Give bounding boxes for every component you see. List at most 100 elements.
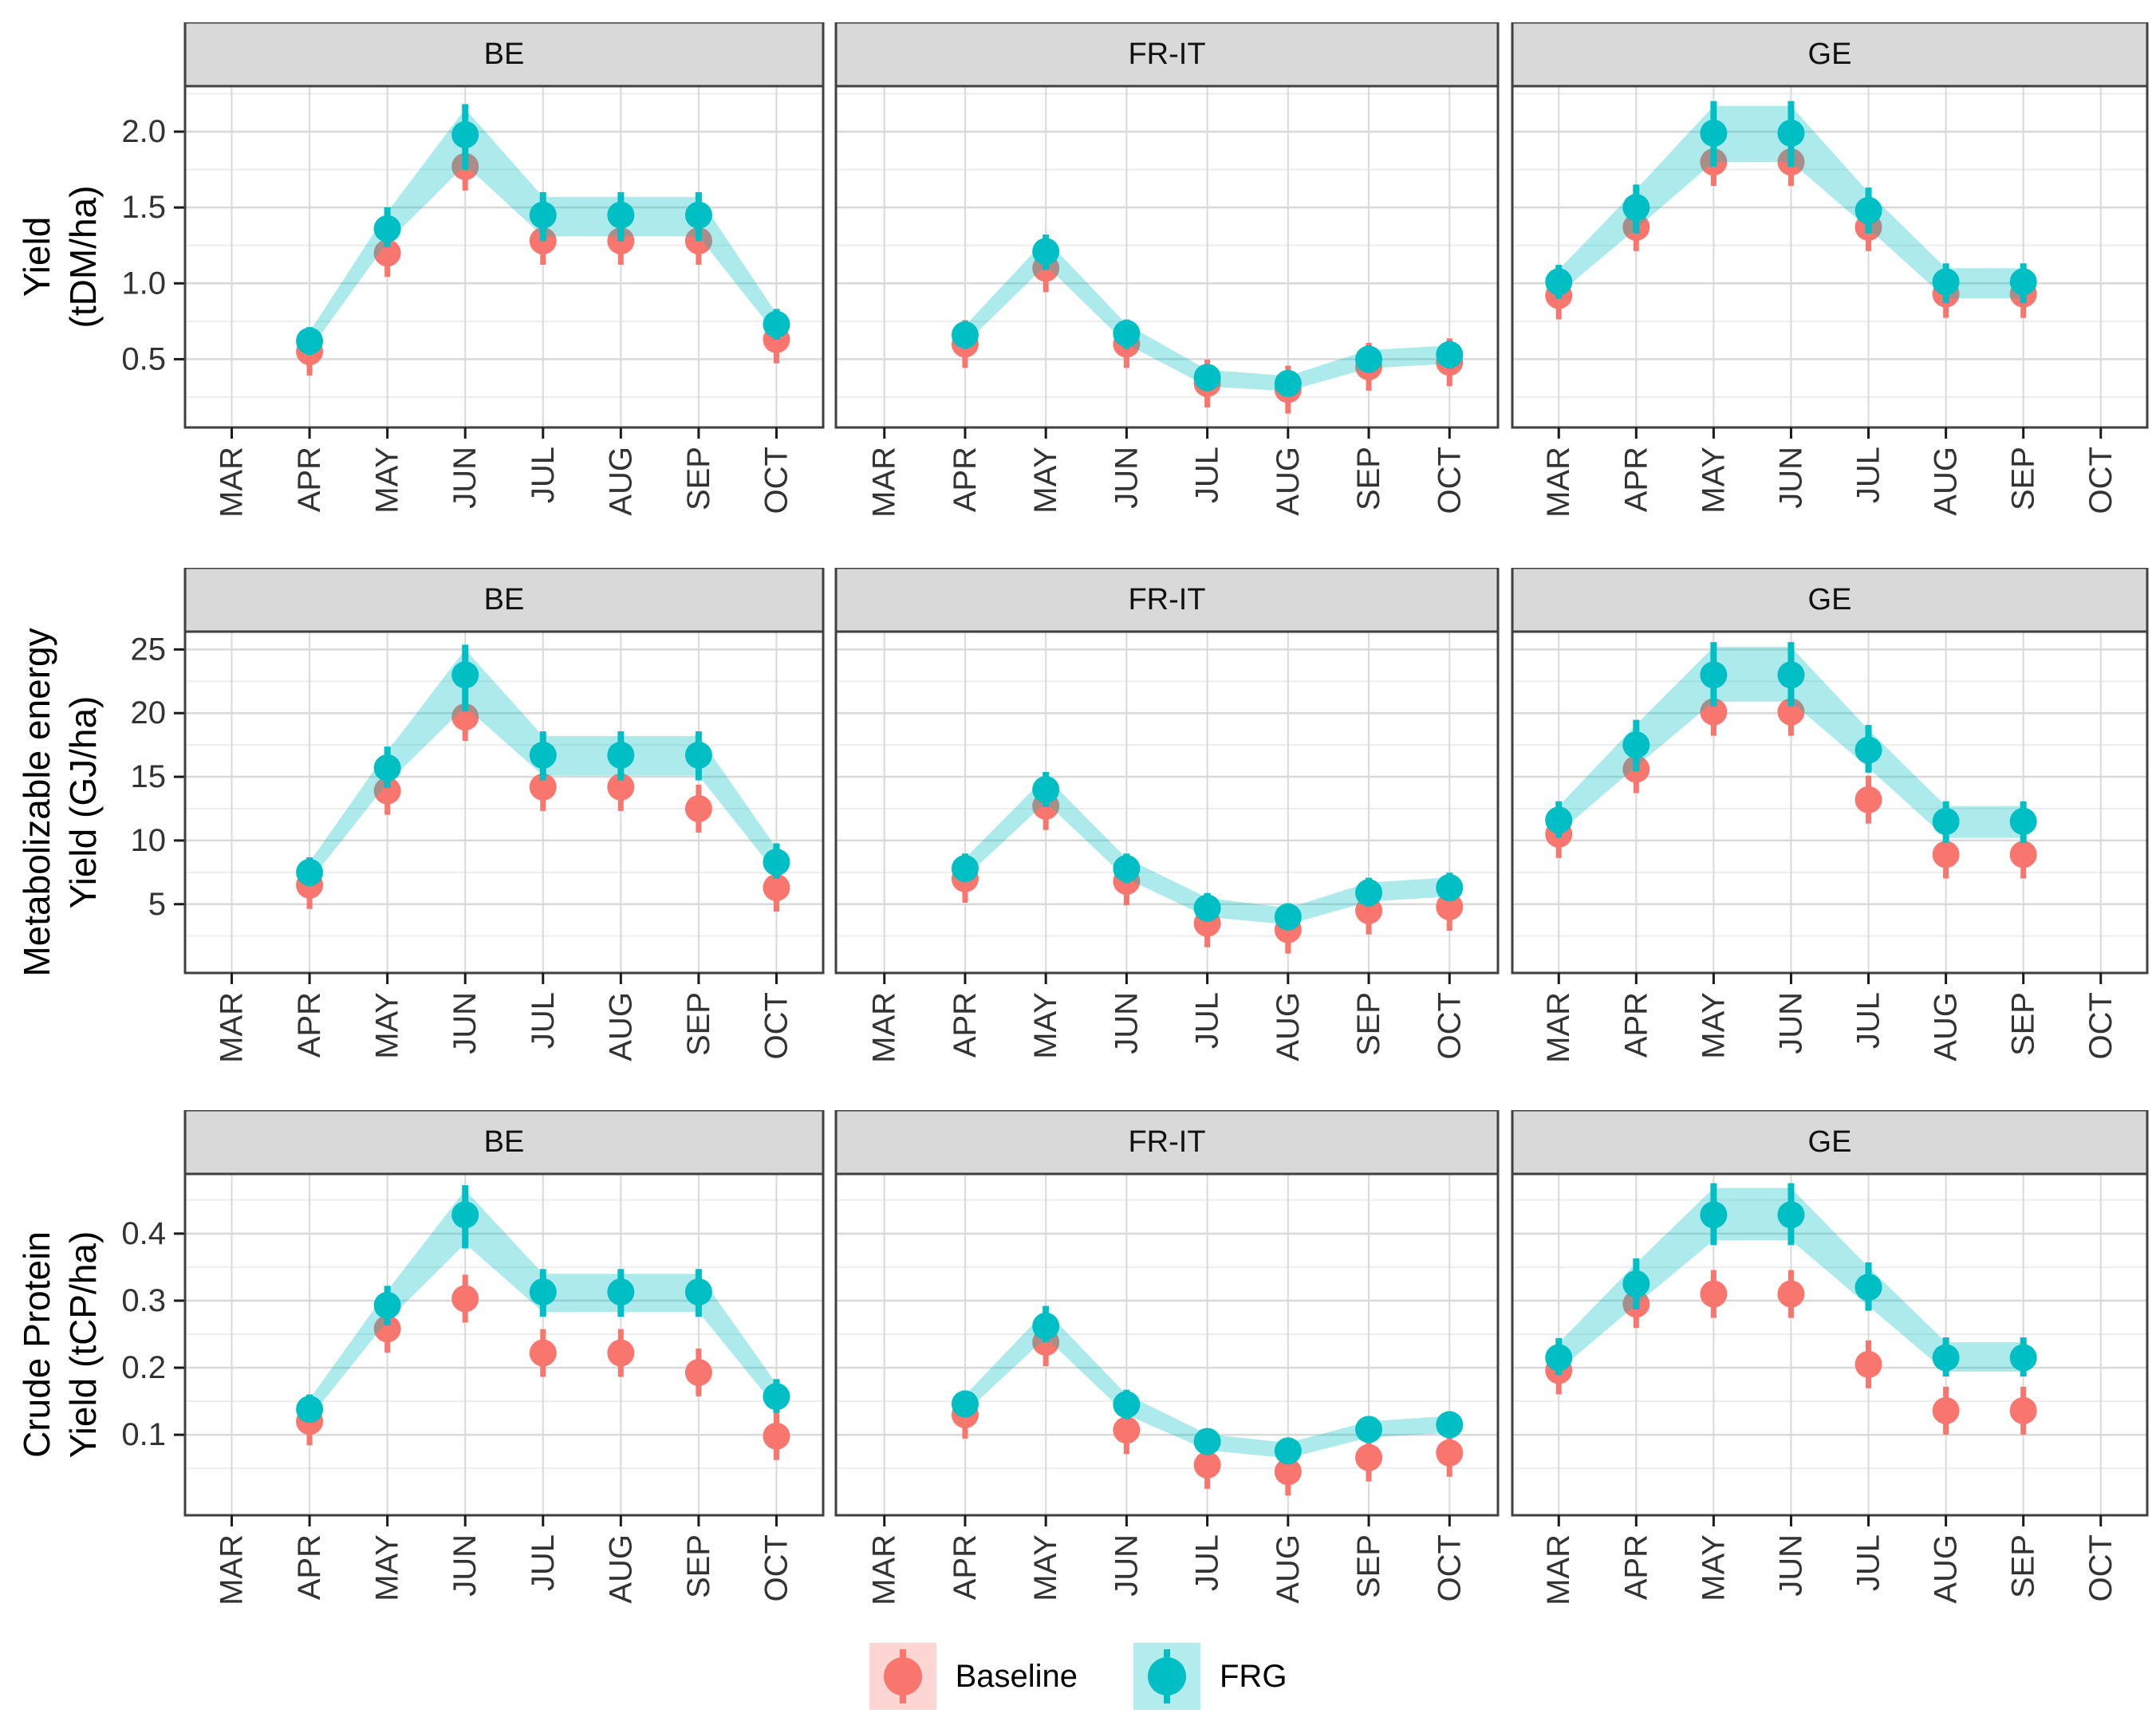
x-tick-label: AUG	[1271, 1534, 1306, 1604]
y-tick-label: 0.2	[121, 1350, 166, 1385]
facet-strip-label: BE	[484, 1125, 525, 1159]
frg-point	[1436, 1411, 1464, 1439]
baseline-point	[529, 1339, 557, 1367]
frg-point	[951, 1390, 979, 1418]
x-tick-label: JUN	[1773, 992, 1808, 1054]
x-tick-label: OCT	[759, 1534, 794, 1601]
frg-point	[763, 849, 790, 876]
x-tick-label: MAR	[1541, 992, 1576, 1063]
facet-strip	[183, 568, 825, 633]
y-tick-label: 0.5	[121, 341, 166, 376]
x-tick-label: JUN	[1773, 447, 1808, 509]
frg-point	[451, 120, 479, 148]
panel-background	[836, 632, 1498, 973]
facet-strip-label: BE	[484, 37, 525, 71]
gridlines	[836, 1174, 1498, 1515]
x-tick-label: APR	[292, 447, 327, 512]
x-tick-label: AUG	[603, 447, 638, 516]
x-tick-label: APR	[292, 1534, 327, 1600]
legend-item-baseline: Baseline	[869, 1643, 1078, 1710]
frg-point	[1113, 855, 1141, 883]
frg-point	[2009, 807, 2037, 835]
facet-strip	[834, 568, 1500, 633]
y-tick-label: 0.4	[121, 1216, 166, 1251]
frg-point	[529, 1278, 557, 1306]
x-tick-label: SEP	[2006, 1534, 2041, 1598]
frg-point	[1622, 194, 1650, 222]
frg-point	[1355, 345, 1383, 373]
y-tick-label: 1.5	[121, 190, 166, 225]
y-axis-title-line: Yield	[16, 217, 57, 297]
y-tick-label: 1.0	[121, 266, 166, 301]
x-tick-label: JUL	[1851, 1534, 1886, 1591]
facet-strip	[1511, 1110, 2149, 1176]
x-tick-label: MAY	[1696, 992, 1731, 1059]
frg-ribbon	[1559, 1187, 2024, 1373]
panel-background	[836, 1174, 1498, 1515]
y-tick-label: 25	[131, 632, 167, 667]
x-tick-label: MAR	[1541, 1534, 1576, 1605]
chart-row-0: Yield (tDM/ha) 0.5 1.0 1.5 2.0 BE MAR APR MAY JUN J…	[16, 22, 2149, 518]
x-tick-label: AUG	[603, 1534, 638, 1604]
frg-point	[1274, 369, 1302, 397]
frg-point	[1113, 320, 1141, 348]
x-tick-label: AUG	[1271, 992, 1306, 1061]
baseline-point	[1777, 698, 1805, 726]
x-tick-label: OCT	[1432, 1534, 1467, 1601]
frg-point	[451, 661, 479, 689]
x-tick-label: OCT	[2083, 992, 2119, 1059]
x-tick-label: MAY	[1696, 1534, 1731, 1601]
facet-strip-label: GE	[1808, 1125, 1852, 1159]
frg-point	[296, 858, 324, 886]
frg-point	[607, 1278, 635, 1306]
facet-panel-GE: GE MAR APR MAY JUN JUL AUG SEP OCT	[1511, 22, 2149, 518]
frg-point	[1193, 894, 1221, 922]
baseline-point	[373, 239, 401, 267]
frg-point	[373, 215, 401, 242]
frg-point	[1622, 731, 1650, 759]
y-axis-title-line: Crude Protein	[16, 1231, 57, 1458]
baseline-point	[2009, 841, 2037, 868]
facet-strip	[1511, 568, 2149, 633]
frg-ribbon	[1559, 647, 2024, 838]
x-tick-label: JUN	[447, 447, 483, 509]
baseline-pointrange-key-icon	[869, 1643, 936, 1710]
x-tick-label: OCT	[1432, 447, 1467, 514]
baseline-point	[1777, 1280, 1805, 1308]
x-tick-label: MAY	[1028, 447, 1063, 514]
gridlines	[1512, 86, 2147, 427]
frg-point	[684, 741, 712, 769]
y-tick-label: 0.3	[121, 1283, 166, 1318]
facet-strip	[834, 1110, 1500, 1176]
x-tick-label: AUG	[603, 992, 638, 1061]
x-tick-label: APR	[1618, 992, 1653, 1057]
panel-background	[185, 632, 823, 973]
baseline-point	[1193, 1451, 1221, 1479]
y-tick-label: 5	[148, 887, 166, 922]
pointrange-glyph	[1148, 1649, 1186, 1703]
baseline-point	[529, 773, 557, 801]
x-tick-label: APR	[948, 1534, 983, 1600]
x-tick-label: OCT	[759, 992, 794, 1059]
frg-point	[763, 1383, 790, 1411]
baseline-point	[373, 1315, 401, 1343]
panel-background	[1512, 632, 2147, 973]
facet-panel-BE: BE MAR APR MAY JUN JUL AUG SEP OCT	[183, 1110, 825, 1605]
x-tick-label: SEP	[1351, 447, 1386, 510]
x-tick-label: MAY	[1696, 447, 1731, 514]
gridlines	[836, 632, 1498, 973]
y-tick-label: 10	[131, 823, 167, 858]
baseline-point	[451, 703, 479, 731]
frg-point	[951, 855, 979, 883]
baseline-point	[763, 874, 790, 901]
baseline-point	[607, 1339, 635, 1367]
facet-panel-GE: GE MAR APR MAY JUN JUL AUG SEP OCT	[1511, 1110, 2149, 1605]
facet-strip	[183, 22, 825, 88]
frg-point	[1032, 776, 1060, 804]
frg-point	[529, 741, 557, 769]
frg-point	[1274, 1437, 1302, 1465]
frg-point	[1622, 1270, 1650, 1298]
frg-point	[1932, 1344, 1960, 1372]
panel-background	[1512, 1174, 2147, 1515]
